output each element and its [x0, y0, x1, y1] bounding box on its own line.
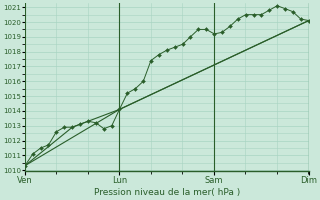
X-axis label: Pression niveau de la mer( hPa ): Pression niveau de la mer( hPa ): [94, 188, 240, 197]
